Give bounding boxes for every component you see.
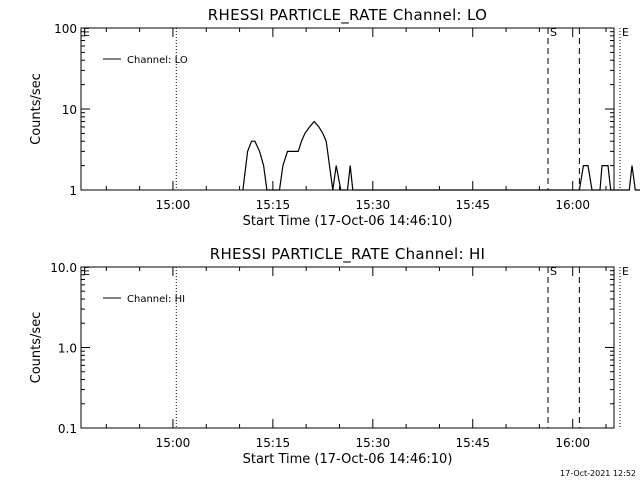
marker-label: S xyxy=(550,265,557,278)
legend-label: Channel: HI xyxy=(127,294,185,305)
marker-label: E xyxy=(622,26,629,39)
x-tick-label: 15:45 xyxy=(455,198,490,212)
x-tick-label: 15:45 xyxy=(455,436,490,450)
x-tick-label: 15:00 xyxy=(156,198,191,212)
plot-frame xyxy=(80,266,615,429)
marker-label: E xyxy=(622,265,629,278)
x-tick-label: 15:30 xyxy=(356,198,391,212)
y-tick-label: 1 xyxy=(69,184,77,198)
x-tick-label: 15:15 xyxy=(256,198,291,212)
y-tick-label: 100 xyxy=(54,22,77,36)
x-tick-label: 16:00 xyxy=(555,436,590,450)
marker-label: E xyxy=(83,26,90,39)
marker-label: E xyxy=(83,265,90,278)
y-axis-title: Counts/sec xyxy=(29,73,44,145)
legend-label: Channel: LO xyxy=(127,55,188,66)
y-tick-label: 10.0 xyxy=(50,261,77,275)
chart-title: RHESSI PARTICLE_RATE Channel: LO xyxy=(208,6,487,25)
y-axis-title: Counts/sec xyxy=(29,312,44,384)
x-axis-title: Start Time (17-Oct-06 14:46:10) xyxy=(243,214,453,229)
y-tick-label: 0.1 xyxy=(58,422,77,436)
x-tick-label: 15:15 xyxy=(256,436,291,450)
marker-label: S xyxy=(550,26,557,39)
x-axis-title: Start Time (17-Oct-06 14:46:10) xyxy=(243,452,453,467)
y-tick-label: 1.0 xyxy=(58,342,77,356)
timestamp-label: 17-Oct-2021 12:52 xyxy=(560,469,636,478)
series-line-0 xyxy=(242,120,640,191)
y-tick-label: 10 xyxy=(62,103,77,117)
x-tick-label: 15:30 xyxy=(356,436,391,450)
plot-frame xyxy=(80,27,615,191)
chart-panel-1: RHESSI PARTICLE_RATE Channel: HI 15:00 15:… xyxy=(29,245,629,467)
x-tick-label: 16:00 xyxy=(555,198,590,212)
chart-title: RHESSI PARTICLE_RATE Channel: HI xyxy=(210,245,486,264)
chart-panel-0: RHESSI PARTICLE_RATE Channel: LO 15:00 15:… xyxy=(29,6,640,229)
x-tick-label: 15:00 xyxy=(156,436,191,450)
